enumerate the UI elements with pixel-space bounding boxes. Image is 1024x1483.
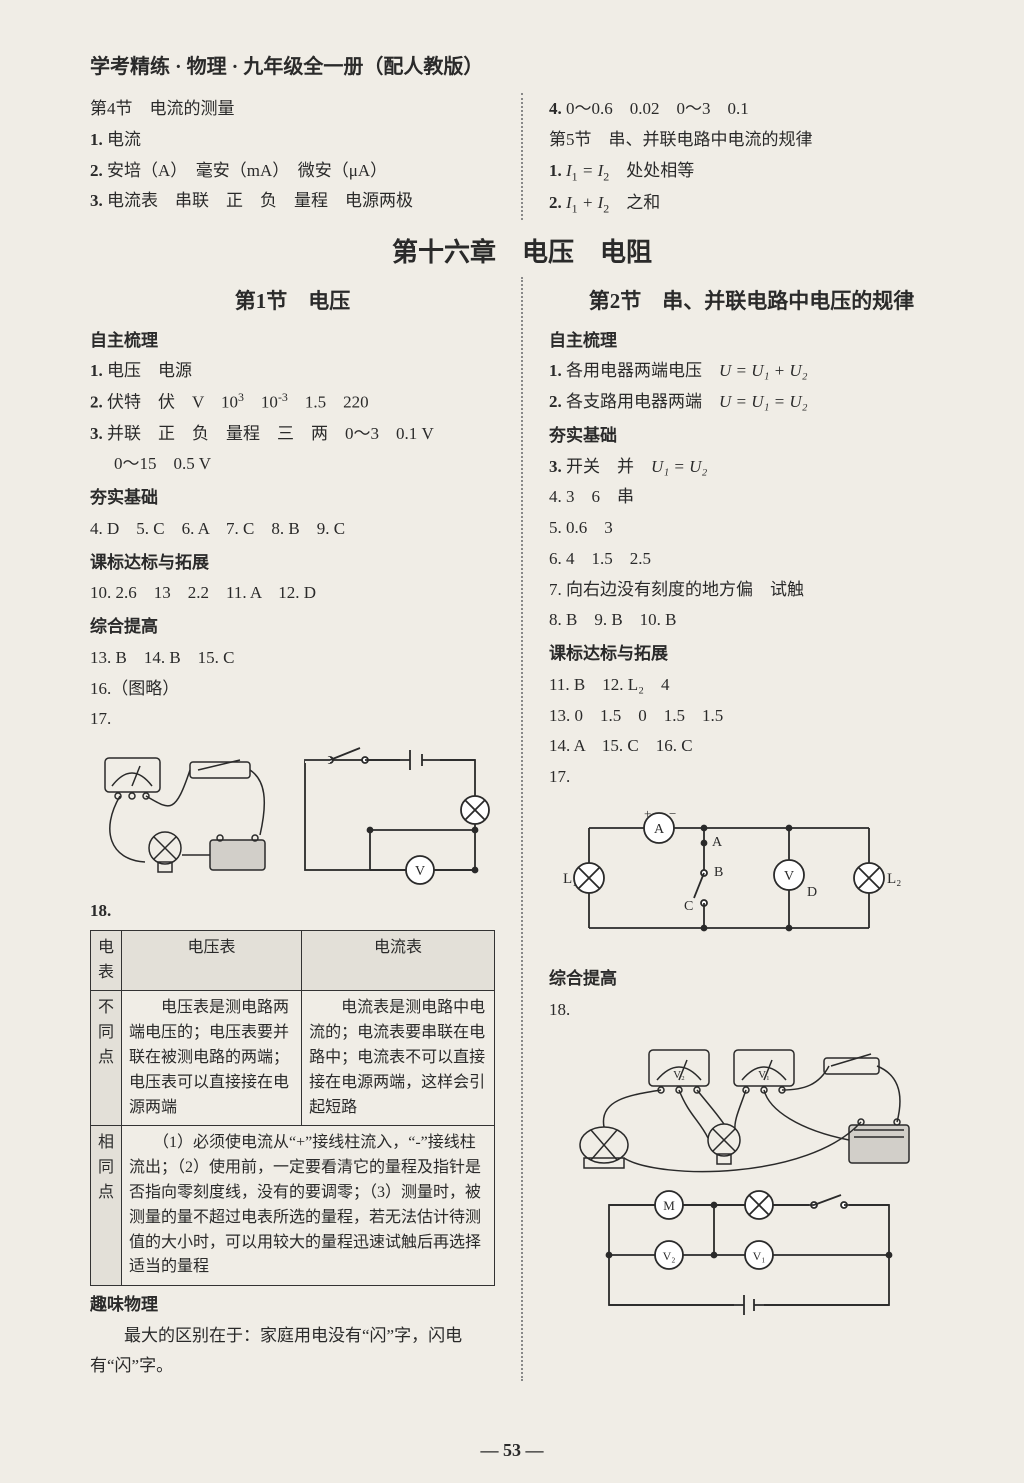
- th-side: 电表: [91, 930, 122, 991]
- svg-text:V: V: [784, 869, 794, 884]
- r-z2: 2. 各支路用电器两端 U = U₁ = U₂: [549, 387, 954, 417]
- tl-l3: 3. 电流表 串联 正 负 量程 电源两极: [90, 186, 495, 216]
- th-a: 电流表: [302, 930, 495, 991]
- l-z3b: 0～15 0.5 V: [90, 449, 495, 479]
- svg-text:V: V: [415, 864, 425, 879]
- r-z1: 1. 各用电器两端电压 U = U₁ + U₂: [549, 356, 954, 386]
- main-columns: 第1节 电压 自主梳理 1. 电压 电源 2. 伏特 伏 V 103 10-3 …: [90, 277, 954, 1382]
- svg-text:V₂: V₂: [663, 1249, 676, 1263]
- tr-l4: 4. 0～0.6 0.02 0～3 0.1: [549, 94, 954, 124]
- upper-divider: [521, 93, 523, 220]
- td-diff-a: 电流表是测电路中电流的；电流表要串联在电路中；电流表不可以直接接在电源两端，这样…: [302, 991, 495, 1126]
- r-kb14: 14. A 15. C 16. C: [549, 731, 954, 761]
- sec5-title: 第5节 串、并联电路中电流的规律: [549, 125, 954, 155]
- svg-text:A: A: [712, 835, 723, 850]
- tr-l1: 1. I1 = I2 处处相等: [549, 156, 954, 187]
- h-kebiao-r: 课标达标与拓展: [549, 639, 954, 669]
- r-hs4: 4. 3 6 串: [549, 482, 954, 512]
- fig-17-right: + − A L₁ L₂ A: [549, 798, 954, 958]
- l-zh3: 17.: [90, 704, 495, 734]
- tr-l2: 2. I1 + I2 之和: [549, 188, 954, 219]
- r-hs8: 8. B 9. B 10. B: [549, 605, 954, 635]
- upper-columns: 第4节 电流的测量 1. 电流 2. 安培（A） 毫安（mA） 微安（μA） 3…: [90, 93, 954, 220]
- tl-l2: 2. 安培（A） 毫安（mA） 微安（μA）: [90, 156, 495, 186]
- td-same-side: 相同点: [91, 1126, 122, 1286]
- h-kebiao-l: 课标达标与拓展: [90, 548, 495, 578]
- h-hangshi-r: 夯实基础: [549, 421, 954, 451]
- svg-text:D: D: [807, 885, 817, 900]
- page-number: — 53 —: [0, 1440, 1024, 1461]
- fig-17-left: V: [90, 740, 495, 890]
- h-zizhu-l: 自主梳理: [90, 326, 495, 356]
- l-z2: 2. 伏特 伏 V 103 10-3 1.5 220: [90, 387, 495, 417]
- svg-text:V₂: V₂: [673, 1069, 685, 1081]
- l-q18: 18.: [90, 896, 495, 926]
- svg-text:+: +: [644, 806, 651, 821]
- h-hangshi-l: 夯实基础: [90, 483, 495, 513]
- l-z3: 3. 并联 正 负 量程 三 两 0～3 0.1 V: [90, 419, 495, 449]
- r-hs6: 6. 4 1.5 2.5: [549, 544, 954, 574]
- right-sec-title: 第2节 串、并联电路中电压的规律: [549, 283, 954, 320]
- main-divider: [521, 277, 523, 1382]
- r-kb13: 13. 0 1.5 0 1.5 1.5: [549, 701, 954, 731]
- sec4-title: 第4节 电流的测量: [90, 94, 495, 124]
- right-col: 第2节 串、并联电路中电压的规律 自主梳理 1. 各用电器两端电压 U = U₁…: [549, 277, 954, 1382]
- r-kb17: 17.: [549, 762, 954, 792]
- l-quwei: 最大的区别在于：家庭用电没有“闪”字，闪电有“闪”字。: [90, 1321, 495, 1381]
- l-zh1: 13. B 14. B 15. C: [90, 643, 495, 673]
- upper-left-col: 第4节 电流的测量 1. 电流 2. 安培（A） 毫安（mA） 微安（μA） 3…: [90, 93, 495, 220]
- r-kb11: 11. B 12. L₂ 4: [549, 670, 954, 700]
- l-zh2: 16.（图略）: [90, 674, 495, 704]
- r-hs3: 3. 开关 并 U₁ = U₂: [549, 452, 954, 482]
- td-diff-v: 电压表是测电路两端电压的；电压表要并联在被测电路的两端；电压表可以直接接在电源两…: [122, 991, 302, 1126]
- td-same: （1）必须使电流从“+”接线柱流入，“-”接线柱流出；（2）使用前，一定要看清它…: [122, 1126, 495, 1286]
- l-kb1: 10. 2.6 13 2.2 11. A 12. D: [90, 578, 495, 608]
- upper-right-col: 4. 0～0.6 0.02 0～3 0.1 第5节 串、并联电路中电流的规律 1…: [549, 93, 954, 220]
- l-hs1: 4. D 5. C 6. A 7. C 8. B 9. C: [90, 514, 495, 544]
- svg-text:−: −: [669, 806, 676, 821]
- th-v: 电压表: [122, 930, 302, 991]
- h-quwei: 趣味物理: [90, 1290, 495, 1320]
- left-sec-title: 第1节 电压: [90, 283, 495, 320]
- svg-text:M: M: [663, 1198, 675, 1213]
- meter-table: 电表 电压表 电流表 不同点 电压表是测电路两端电压的；电压表要并联在被测电路的…: [90, 930, 495, 1286]
- page-title: 学考精练 · 物理 · 九年级全一册（配人教版）: [90, 50, 954, 79]
- svg-text:V₁: V₁: [758, 1069, 770, 1081]
- r-hs7: 7. 向右边没有刻度的地方偏 试触: [549, 575, 954, 605]
- chapter-title: 第十六章 电压 电阻: [90, 232, 954, 269]
- svg-text:L₁: L₁: [563, 871, 577, 887]
- svg-text:B: B: [714, 865, 723, 880]
- h-zonghe-r: 综合提高: [549, 964, 954, 994]
- fig-18: V₂ V₁: [549, 1030, 954, 1330]
- h-zonghe-l: 综合提高: [90, 612, 495, 642]
- l-z1: 1. 电压 电源: [90, 356, 495, 386]
- tl-l1: 1. 电流: [90, 125, 495, 155]
- td-diff-side: 不同点: [91, 991, 122, 1126]
- r-zh18: 18.: [549, 995, 954, 1025]
- left-col: 第1节 电压 自主梳理 1. 电压 电源 2. 伏特 伏 V 103 10-3 …: [90, 277, 495, 1382]
- svg-text:L₂: L₂: [887, 871, 901, 887]
- h-zizhu-r: 自主梳理: [549, 326, 954, 356]
- r-hs5: 5. 0.6 3: [549, 513, 954, 543]
- svg-text:C: C: [684, 899, 693, 914]
- svg-text:V₁: V₁: [753, 1249, 766, 1263]
- svg-text:A: A: [654, 822, 665, 837]
